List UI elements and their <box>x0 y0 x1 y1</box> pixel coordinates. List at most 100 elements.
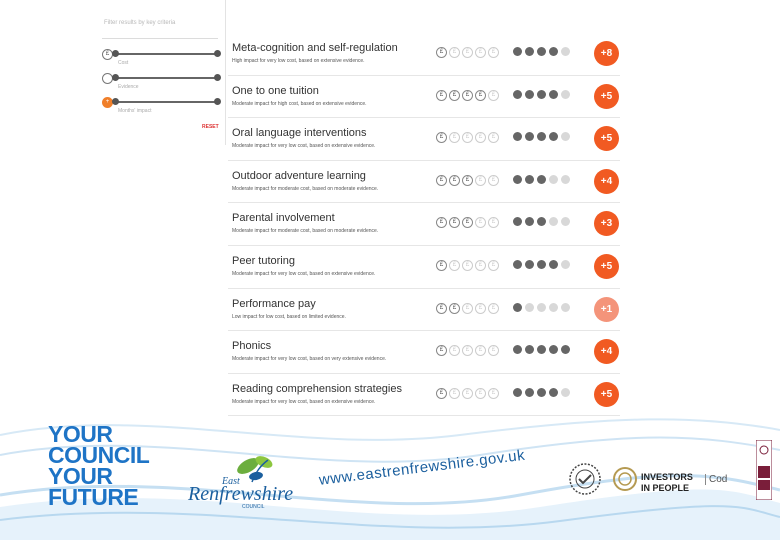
pound-icon: £ <box>462 259 473 271</box>
filter-header: Filter results by key criteria <box>104 20 176 26</box>
pound-icon: £ <box>449 47 460 58</box>
padlock-icon <box>525 89 534 99</box>
evidence-slider-min-handle[interactable] <box>112 74 119 81</box>
filter-panel: Filter results by key criteria £ Cost Ev… <box>98 20 221 130</box>
cost-rating: £ £ £ £ £ <box>436 259 499 271</box>
impact-slider-track[interactable] <box>114 101 218 103</box>
cost-filter[interactable]: £ Cost <box>98 49 221 73</box>
impact-slider-min-handle[interactable] <box>112 98 119 105</box>
padlock-icon <box>513 345 522 355</box>
padlock-icon <box>525 259 534 269</box>
strategy-description: Moderate impact for very low cost, based… <box>232 143 376 150</box>
strategy-row[interactable]: Meta-cognition and self-regulation High i… <box>228 33 620 76</box>
filter-divider <box>102 38 218 39</box>
pound-icon: £ <box>488 89 499 101</box>
pound-icon: £ <box>488 302 499 314</box>
cost-slider-min-handle[interactable] <box>112 50 119 57</box>
cost-rating: £ £ £ £ £ <box>436 217 499 229</box>
padlock-icon <box>537 345 546 355</box>
slogan-line: YOUR <box>48 463 113 489</box>
pound-icon: £ <box>488 132 499 144</box>
strategy-title[interactable]: Parental involvement <box>232 212 335 225</box>
pound-icon: £ <box>462 302 473 314</box>
padlock-icon <box>561 345 570 355</box>
padlock-icon <box>513 302 522 312</box>
strategy-title[interactable]: Oral language interventions <box>232 127 367 140</box>
impact-filter-label: Months' impact <box>118 108 152 114</box>
evidence-slider-max-handle[interactable] <box>214 74 221 81</box>
padlock-icon <box>549 217 558 227</box>
impact-filter[interactable]: + Months' impact <box>98 97 221 121</box>
reset-link[interactable]: RESET <box>202 124 219 130</box>
logo-small-text: East <box>221 476 240 487</box>
pound-icon: £ <box>488 217 499 229</box>
pound-icon: £ <box>436 259 447 271</box>
padlock-icon <box>561 132 570 142</box>
padlock-icon <box>561 174 570 184</box>
strategy-row[interactable]: Reading comprehension strategies Moderate… <box>228 374 620 417</box>
evidence-slider-track[interactable] <box>114 77 218 79</box>
padlock-icon <box>525 132 534 142</box>
panel-divider <box>225 0 226 145</box>
strategy-description: Moderate impact for very low cost, based… <box>232 356 387 363</box>
padlock-icon <box>549 47 558 56</box>
evidence-rating <box>513 132 570 142</box>
strategy-title[interactable]: Peer tutoring <box>232 254 295 267</box>
evidence-rating <box>513 259 570 269</box>
strategy-row[interactable]: Performance pay Low impact for low cost, … <box>228 289 620 332</box>
pound-icon: £ <box>449 217 460 229</box>
slogan-line: YOUR <box>48 421 113 447</box>
iip-line: IN PEOPLE <box>641 483 690 493</box>
strategy-title[interactable]: One to one tuition <box>232 84 319 97</box>
strategy-row[interactable]: Parental involvement Moderate impact for … <box>228 203 620 246</box>
pound-icon: £ <box>449 387 460 399</box>
strategy-title[interactable]: Phonics <box>232 340 272 353</box>
pound-icon: £ <box>449 89 460 101</box>
padlock-icon <box>561 217 570 227</box>
padlock-icon <box>525 345 534 355</box>
impact-badge: +1 <box>594 296 619 322</box>
padlock-icon <box>549 302 558 312</box>
pound-icon: £ <box>475 217 486 229</box>
evidence-filter[interactable]: Evidence <box>98 73 221 97</box>
pound-icon: £ <box>462 89 473 101</box>
strategy-title[interactable]: Outdoor adventure learning <box>232 169 366 182</box>
slogan-line: COUNCIL <box>48 442 150 468</box>
pound-icon: £ <box>488 47 499 58</box>
cost-rating: £ £ £ £ £ <box>436 302 499 314</box>
pound-icon: £ <box>462 217 473 229</box>
pound-icon: £ <box>475 387 486 399</box>
strategy-row[interactable]: One to one tuition Moderate impact for hi… <box>228 76 620 119</box>
slogan: YOUR COUNCIL YOUR FUTURE <box>48 421 150 509</box>
wave-background <box>0 418 780 540</box>
strategy-row[interactable]: Peer tutoring Moderate impact for very lo… <box>228 246 620 289</box>
impact-slider-max-handle[interactable] <box>214 98 221 105</box>
evidence-rating <box>513 217 570 227</box>
pound-icon: £ <box>449 132 460 144</box>
strategy-row[interactable]: Phonics Moderate impact for very low cost… <box>228 331 620 374</box>
padlock-icon <box>513 89 522 99</box>
padlock-icon <box>525 174 534 184</box>
padlock-icon <box>549 89 558 99</box>
padlock-icon <box>561 259 570 269</box>
padlock-icon <box>537 89 546 99</box>
evidence-rating <box>513 302 570 312</box>
pound-icon: £ <box>436 217 447 229</box>
strategy-title[interactable]: Reading comprehension strategies <box>232 382 402 395</box>
cost-rating: £ £ £ £ £ <box>436 89 499 101</box>
strategy-row[interactable]: Oral language interventions Moderate impa… <box>228 118 620 161</box>
strategy-description: Moderate impact for moderate cost, based… <box>232 185 379 192</box>
cost-rating: £ £ £ £ £ <box>436 132 499 144</box>
padlock-icon <box>513 132 522 142</box>
cost-slider-track[interactable] <box>114 53 218 55</box>
cost-slider-max-handle[interactable] <box>214 50 221 57</box>
cost-rating: £ £ £ £ £ <box>436 174 499 186</box>
impact-badge: +5 <box>594 126 619 152</box>
strategy-row[interactable]: Outdoor adventure learning Moderate impac… <box>228 161 620 204</box>
pound-icon: £ <box>475 302 486 314</box>
strategy-title[interactable]: Performance pay <box>232 297 316 310</box>
pound-icon: £ <box>436 345 447 357</box>
strategy-description: Moderate impact for moderate cost, based… <box>232 228 379 235</box>
strategy-title[interactable]: Meta-cognition and self-regulation <box>232 42 398 54</box>
pound-icon: £ <box>436 132 447 144</box>
